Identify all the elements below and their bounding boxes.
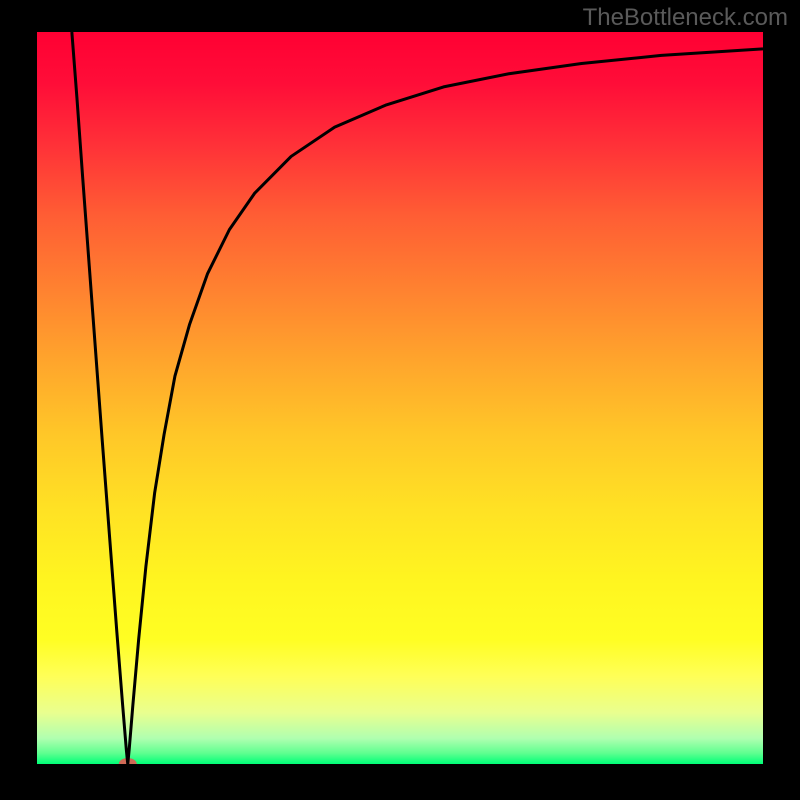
gradient-background <box>37 32 763 764</box>
watermark-text: TheBottleneck.com <box>583 4 788 32</box>
plot-area <box>37 32 763 764</box>
chart-container: TheBottleneck.com <box>0 0 800 800</box>
plot-svg <box>37 32 763 764</box>
